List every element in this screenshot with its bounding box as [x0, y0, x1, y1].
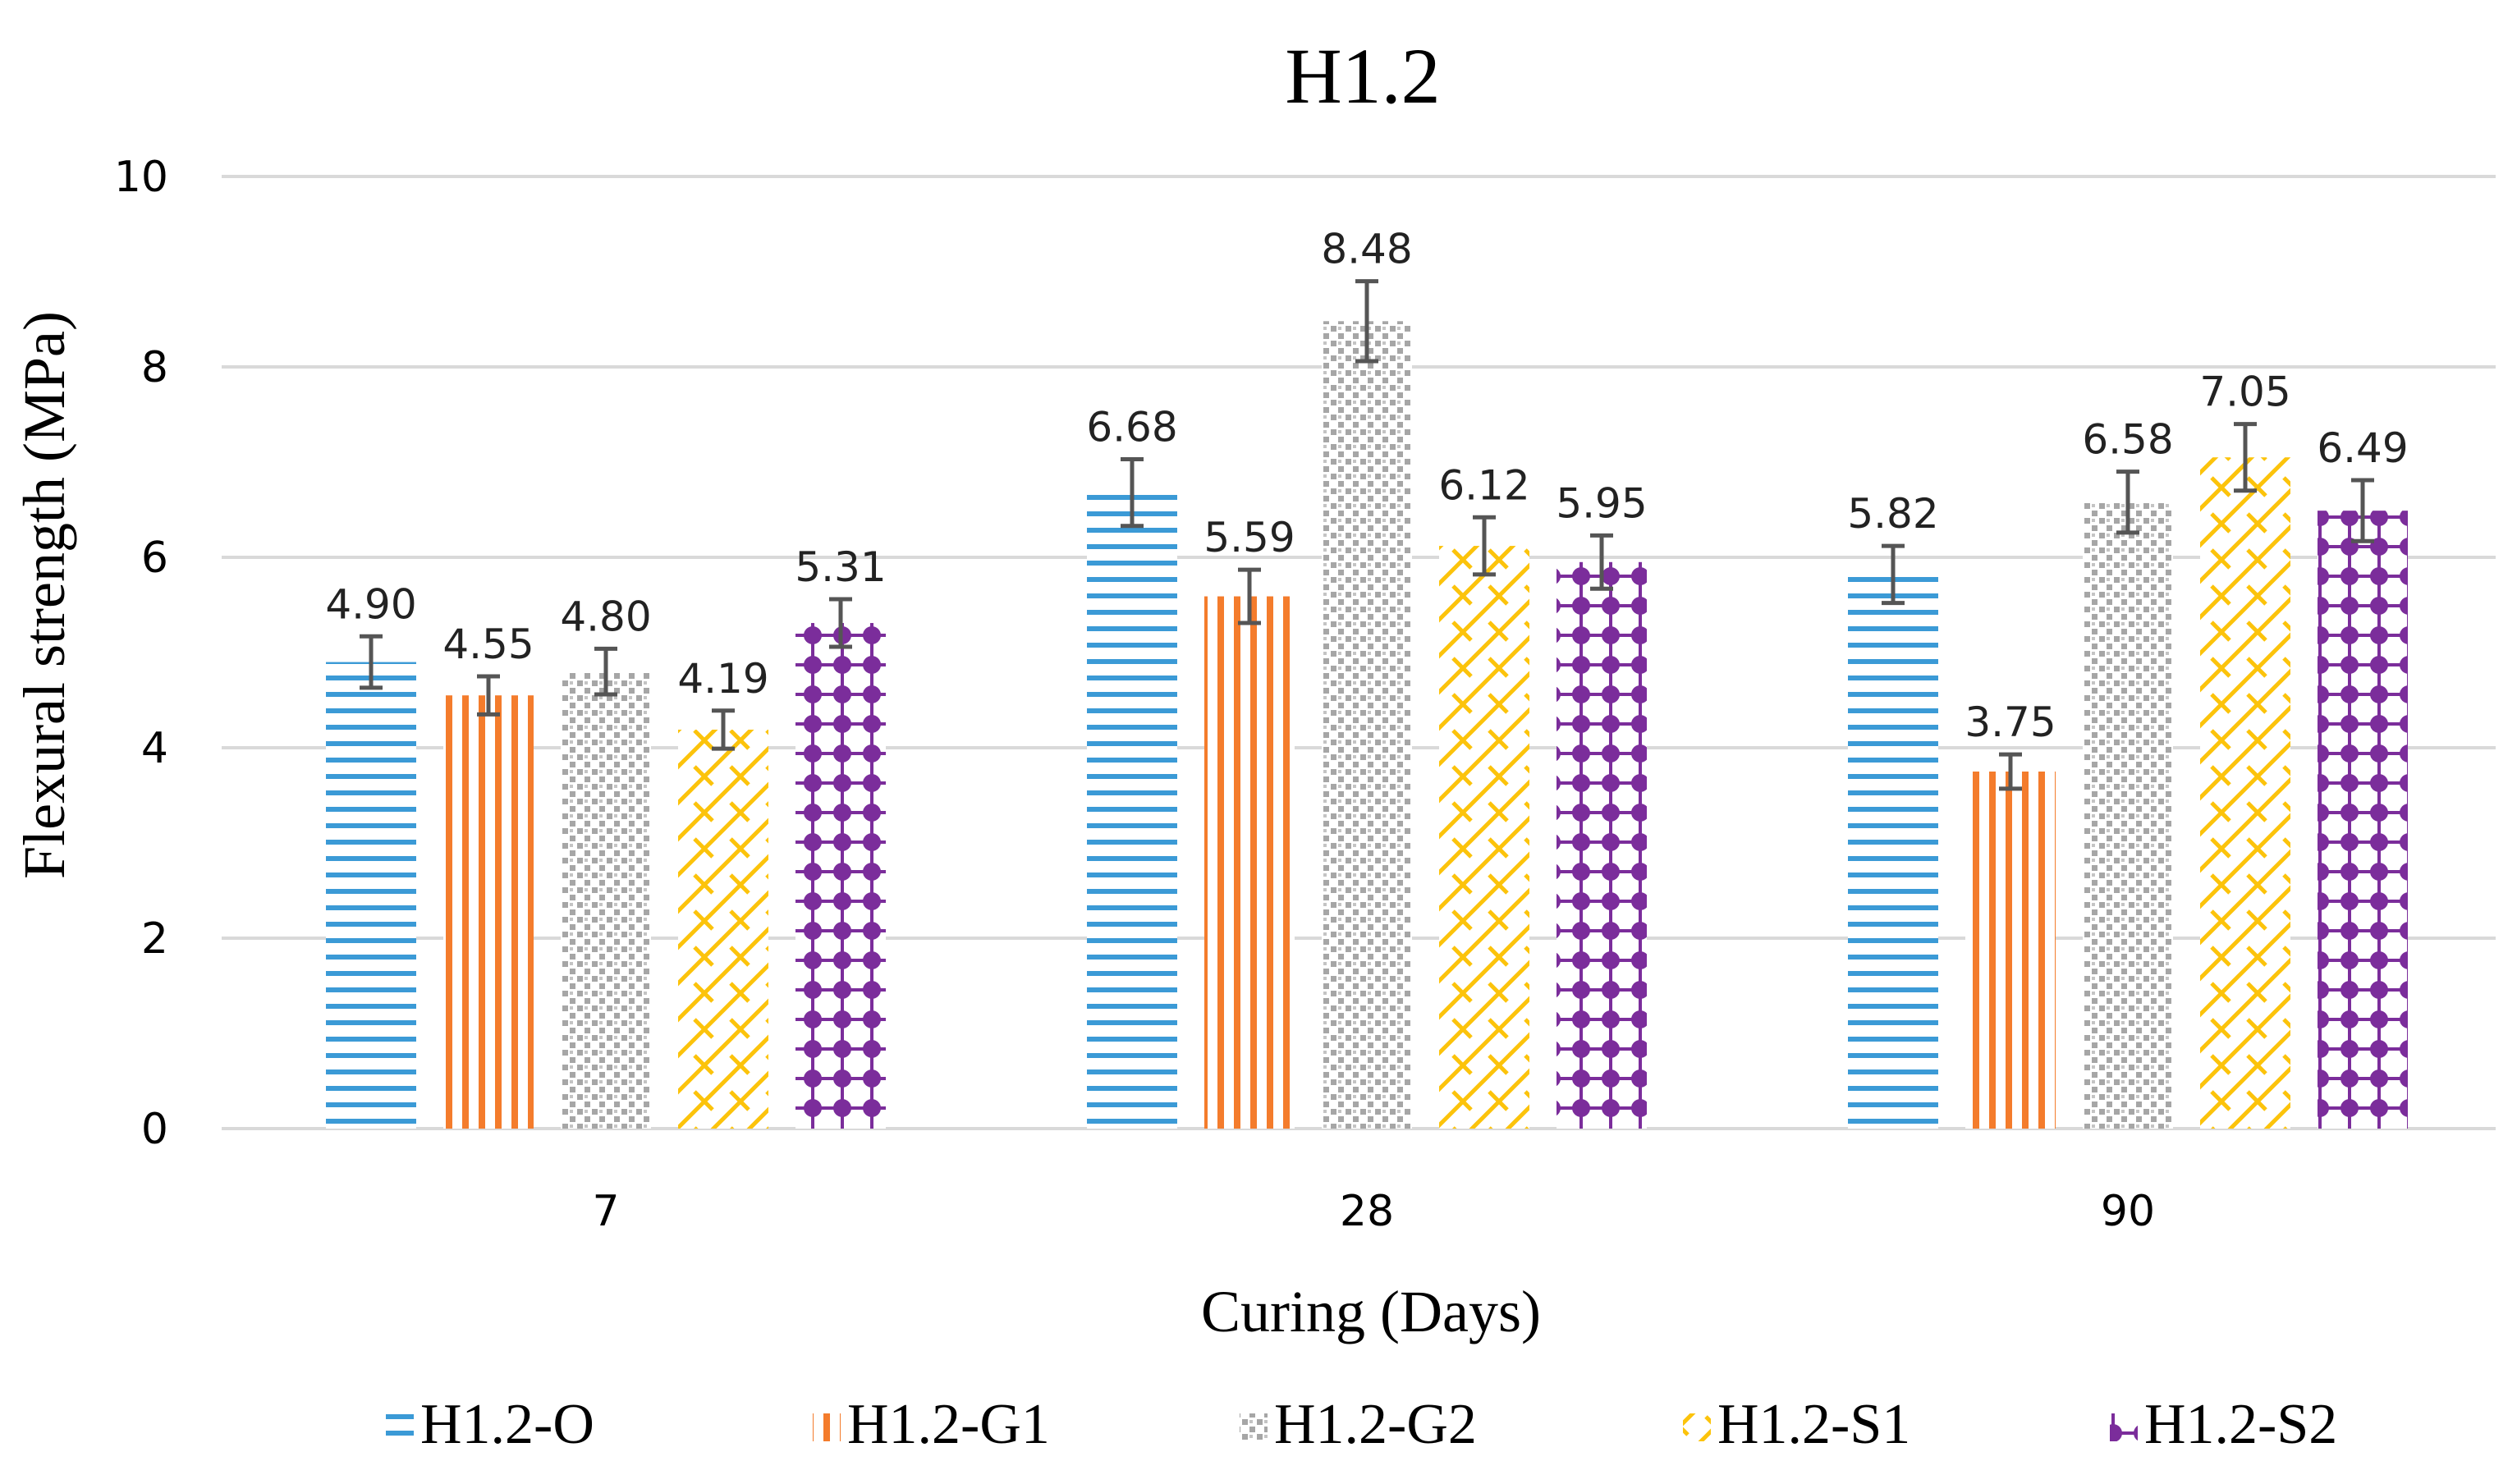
data-label-H1.2-O-7: 4.90 — [325, 580, 416, 628]
bar-H1.2-S1-7 — [678, 729, 768, 1129]
error-bar-H1.2-S1-7 — [712, 708, 735, 751]
legend-label-H1.2-O: H1.2-O — [420, 1393, 594, 1456]
legend-swatch-H1.2-G1 — [813, 1413, 841, 1441]
error-bars — [360, 279, 2374, 791]
error-bar-H1.2-S2-7 — [829, 597, 852, 649]
data-label-H1.2-G2-90: 6.58 — [2082, 416, 2173, 464]
data-label-H1.2-S1-90: 7.05 — [2199, 369, 2290, 416]
bar-H1.2-S1-90 — [2200, 457, 2290, 1129]
error-bar-H1.2-G2-28 — [1355, 279, 1378, 364]
y-tick-label: 8 — [141, 343, 168, 392]
bar-H1.2-G2-90 — [2083, 502, 2173, 1129]
error-bar-H1.2-S2-90 — [2351, 478, 2374, 543]
y-tick-label: 4 — [141, 724, 168, 773]
y-tick-label: 10 — [114, 153, 168, 202]
bar-H1.2-G1-28 — [1204, 596, 1295, 1129]
error-bar-H1.2-S1-90 — [2234, 422, 2257, 493]
bar-H1.2-S1-28 — [1439, 546, 1529, 1129]
bar-H1.2-G1-90 — [1965, 772, 2056, 1129]
error-bar-H1.2-G1-7 — [477, 674, 500, 717]
data-labels: 4.90 6.68 5.82 4.55 5.59 3.75 4.80 8.48 6.58 4.19… — [325, 226, 2408, 747]
y-tick-label: 6 — [141, 534, 168, 583]
x-tick-label: 28 — [1340, 1187, 1394, 1236]
y-axis-title: Flexural strength (MPa) — [11, 311, 77, 879]
error-bar-H1.2-O-90 — [1882, 543, 1905, 606]
data-label-H1.2-S2-7: 5.31 — [795, 543, 886, 591]
legend-swatch-H1.2-S2 — [2110, 1413, 2138, 1441]
bar-H1.2-O-28 — [1087, 492, 1177, 1129]
y-tick-label: 0 — [141, 1105, 168, 1154]
x-axis-ticks: 7 28 90 — [592, 1187, 2155, 1236]
data-label-H1.2-S2-28: 5.95 — [1556, 479, 1647, 527]
data-label-H1.2-O-90: 5.82 — [1847, 490, 1938, 538]
x-tick-label: 7 — [592, 1187, 619, 1236]
legend-label-H1.2-G2: H1.2-G2 — [1274, 1393, 1477, 1456]
error-bar-H1.2-S2-28 — [1590, 533, 1613, 591]
data-label-H1.2-G1-28: 5.59 — [1203, 514, 1295, 561]
data-label-H1.2-G1-90: 3.75 — [1965, 698, 2056, 746]
x-tick-label: 90 — [2101, 1187, 2155, 1236]
legend-swatch-H1.2-G2 — [1240, 1413, 1268, 1441]
data-label-H1.2-O-28: 6.68 — [1086, 404, 1177, 451]
bar-H1.2-O-90 — [1848, 574, 1938, 1129]
error-bar-H1.2-G2-90 — [2116, 469, 2139, 535]
error-bar-H1.2-O-28 — [1121, 457, 1144, 529]
bar-H1.2-G2-7 — [561, 671, 651, 1129]
bar-H1.2-G1-7 — [443, 695, 534, 1129]
error-bar-H1.2-G1-28 — [1238, 567, 1261, 625]
bar-H1.2-O-7 — [326, 662, 416, 1129]
error-bar-H1.2-O-7 — [360, 634, 383, 690]
legend-label-H1.2-S1: H1.2-S1 — [1717, 1393, 1910, 1456]
legend-label-H1.2-G1: H1.2-G1 — [847, 1393, 1050, 1456]
data-label-H1.2-S1-28: 6.12 — [1438, 461, 1529, 509]
legend-swatch-H1.2-O — [386, 1413, 414, 1441]
data-label-H1.2-G1-7: 4.55 — [442, 621, 534, 668]
bar-H1.2-G2-28 — [1322, 321, 1412, 1129]
data-label-H1.2-G2-7: 4.80 — [560, 593, 651, 640]
error-bar-H1.2-S1-28 — [1473, 515, 1496, 577]
bar-H1.2-S2-7 — [795, 623, 886, 1129]
y-tick-label: 2 — [141, 914, 168, 964]
data-label-H1.2-S1-7: 4.19 — [677, 655, 768, 703]
y-axis-ticks: 0 2 4 6 8 10 — [114, 153, 168, 1154]
bars — [326, 321, 2408, 1129]
data-label-H1.2-G2-28: 8.48 — [1321, 226, 1412, 273]
x-axis-title: Curing (Days) — [1201, 1279, 1541, 1344]
error-bar-H1.2-G2-7 — [594, 646, 617, 697]
chart-title: H1.2 — [1285, 32, 1440, 120]
bar-H1.2-S2-28 — [1557, 561, 1647, 1129]
legend-swatch-H1.2-S1 — [1683, 1413, 1711, 1441]
legend: H1.2-O H1.2-G1 H1.2-G2 H1.2-S1 H1.2-S2 — [386, 1393, 2337, 1456]
legend-label-H1.2-S2: H1.2-S2 — [2144, 1393, 2337, 1456]
error-bar-H1.2-G1-90 — [1999, 752, 2022, 791]
bar-H1.2-S2-90 — [2318, 511, 2408, 1129]
data-label-H1.2-S2-90: 6.49 — [2317, 424, 2408, 472]
